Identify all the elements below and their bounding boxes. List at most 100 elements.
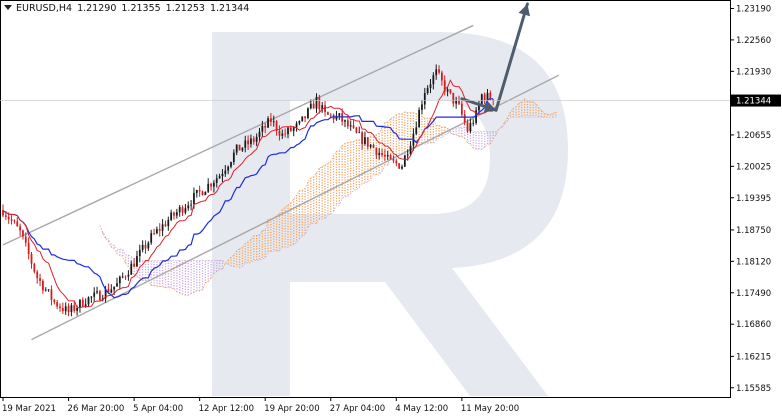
close-value: 1.21344	[209, 3, 250, 14]
candle	[198, 185, 201, 197]
price-tick-label: 1.16860	[736, 320, 771, 330]
candle	[136, 250, 138, 267]
candle	[42, 279, 44, 294]
candle	[64, 302, 67, 315]
arrow-head-icon	[518, 3, 531, 17]
candle	[247, 135, 249, 150]
candle	[384, 149, 386, 161]
candle	[332, 113, 335, 124]
triangle-down-icon[interactable]	[4, 5, 12, 10]
candle	[301, 116, 304, 122]
candle	[315, 93, 318, 114]
candle	[230, 161, 232, 169]
candle	[27, 237, 30, 260]
candle	[118, 275, 121, 290]
candle	[375, 147, 378, 159]
candle	[121, 272, 124, 279]
candle	[483, 92, 486, 105]
candle	[127, 270, 130, 281]
candle	[378, 148, 381, 160]
candle	[466, 119, 469, 133]
candle	[187, 201, 190, 211]
candle	[195, 189, 198, 198]
candle	[84, 298, 87, 308]
price-tick-label: 1.17490	[736, 289, 771, 299]
candle	[170, 209, 173, 222]
candle	[327, 111, 329, 115]
broker-logo-watermark	[212, 32, 568, 396]
candle	[352, 120, 355, 129]
candle	[147, 241, 150, 251]
time-tick-label: 11 May 20:00	[461, 404, 519, 414]
candle	[386, 150, 389, 160]
candle	[44, 287, 47, 292]
candle	[81, 297, 84, 308]
candle	[366, 137, 369, 150]
chart-header[interactable]: EURUSD,H4 1.21290 1.21355 1.21253 1.21344	[4, 3, 254, 14]
candle	[10, 215, 13, 225]
ichimoku-lines	[2, 79, 494, 309]
candle	[99, 289, 101, 301]
candle	[167, 216, 170, 231]
candle	[403, 154, 406, 167]
candle	[210, 182, 212, 191]
candle	[87, 296, 90, 308]
candle	[50, 285, 53, 306]
candlesticks	[2, 64, 495, 317]
candle	[349, 120, 352, 131]
candle	[190, 200, 192, 211]
candle	[460, 100, 463, 117]
candle	[270, 113, 272, 127]
candle	[201, 190, 204, 196]
candle	[275, 119, 278, 136]
candle	[33, 262, 36, 274]
candle	[344, 119, 346, 128]
plot-frame	[0, 0, 731, 398]
price-tick-label: 1.18120	[736, 257, 771, 267]
forecast-leg-up[interactable]	[494, 2, 529, 112]
price-tick-label: 1.22560	[736, 36, 771, 46]
candle	[70, 302, 73, 317]
time-axis[interactable]: 19 Mar 2021 26 Mar 20:00 5 Apr 04:00 12 Apr…	[2, 397, 519, 414]
candle	[67, 303, 70, 317]
price-tick-label: 1.20655	[736, 131, 771, 141]
candle	[90, 295, 93, 303]
candle	[238, 144, 241, 151]
price-tick-label: 1.23190	[736, 4, 771, 14]
candle	[227, 165, 230, 175]
candle	[298, 120, 301, 126]
candle	[395, 158, 398, 167]
candle	[73, 301, 76, 313]
candle	[175, 208, 178, 219]
time-tick-label: 12 Apr 12:00	[199, 404, 254, 414]
candle	[19, 223, 21, 236]
channel-upper-line[interactable]	[2, 24, 474, 246]
candle	[443, 75, 446, 96]
time-tick-label: 19 Mar 2021	[2, 404, 56, 414]
candle	[252, 136, 255, 145]
candle	[213, 180, 215, 193]
candle	[469, 118, 472, 134]
candle	[304, 116, 306, 123]
candle	[287, 126, 289, 139]
candle	[244, 135, 247, 153]
candle	[284, 128, 287, 138]
candle	[441, 70, 443, 86]
candle	[53, 298, 56, 305]
candle	[309, 99, 312, 110]
candle	[39, 273, 41, 287]
time-tick-label: 19 Apr 20:00	[264, 404, 319, 414]
candle	[61, 302, 64, 314]
candle	[36, 269, 39, 284]
candle	[423, 87, 426, 110]
candle	[472, 119, 475, 127]
candle	[30, 252, 33, 269]
candle	[335, 110, 338, 121]
candle	[22, 229, 24, 240]
candle	[59, 303, 61, 312]
candle	[79, 299, 81, 313]
candle	[47, 289, 50, 292]
price-axis[interactable]: 1.23190 1.22560 1.21930 1.20655 1.20025 1.193…	[730, 4, 771, 394]
